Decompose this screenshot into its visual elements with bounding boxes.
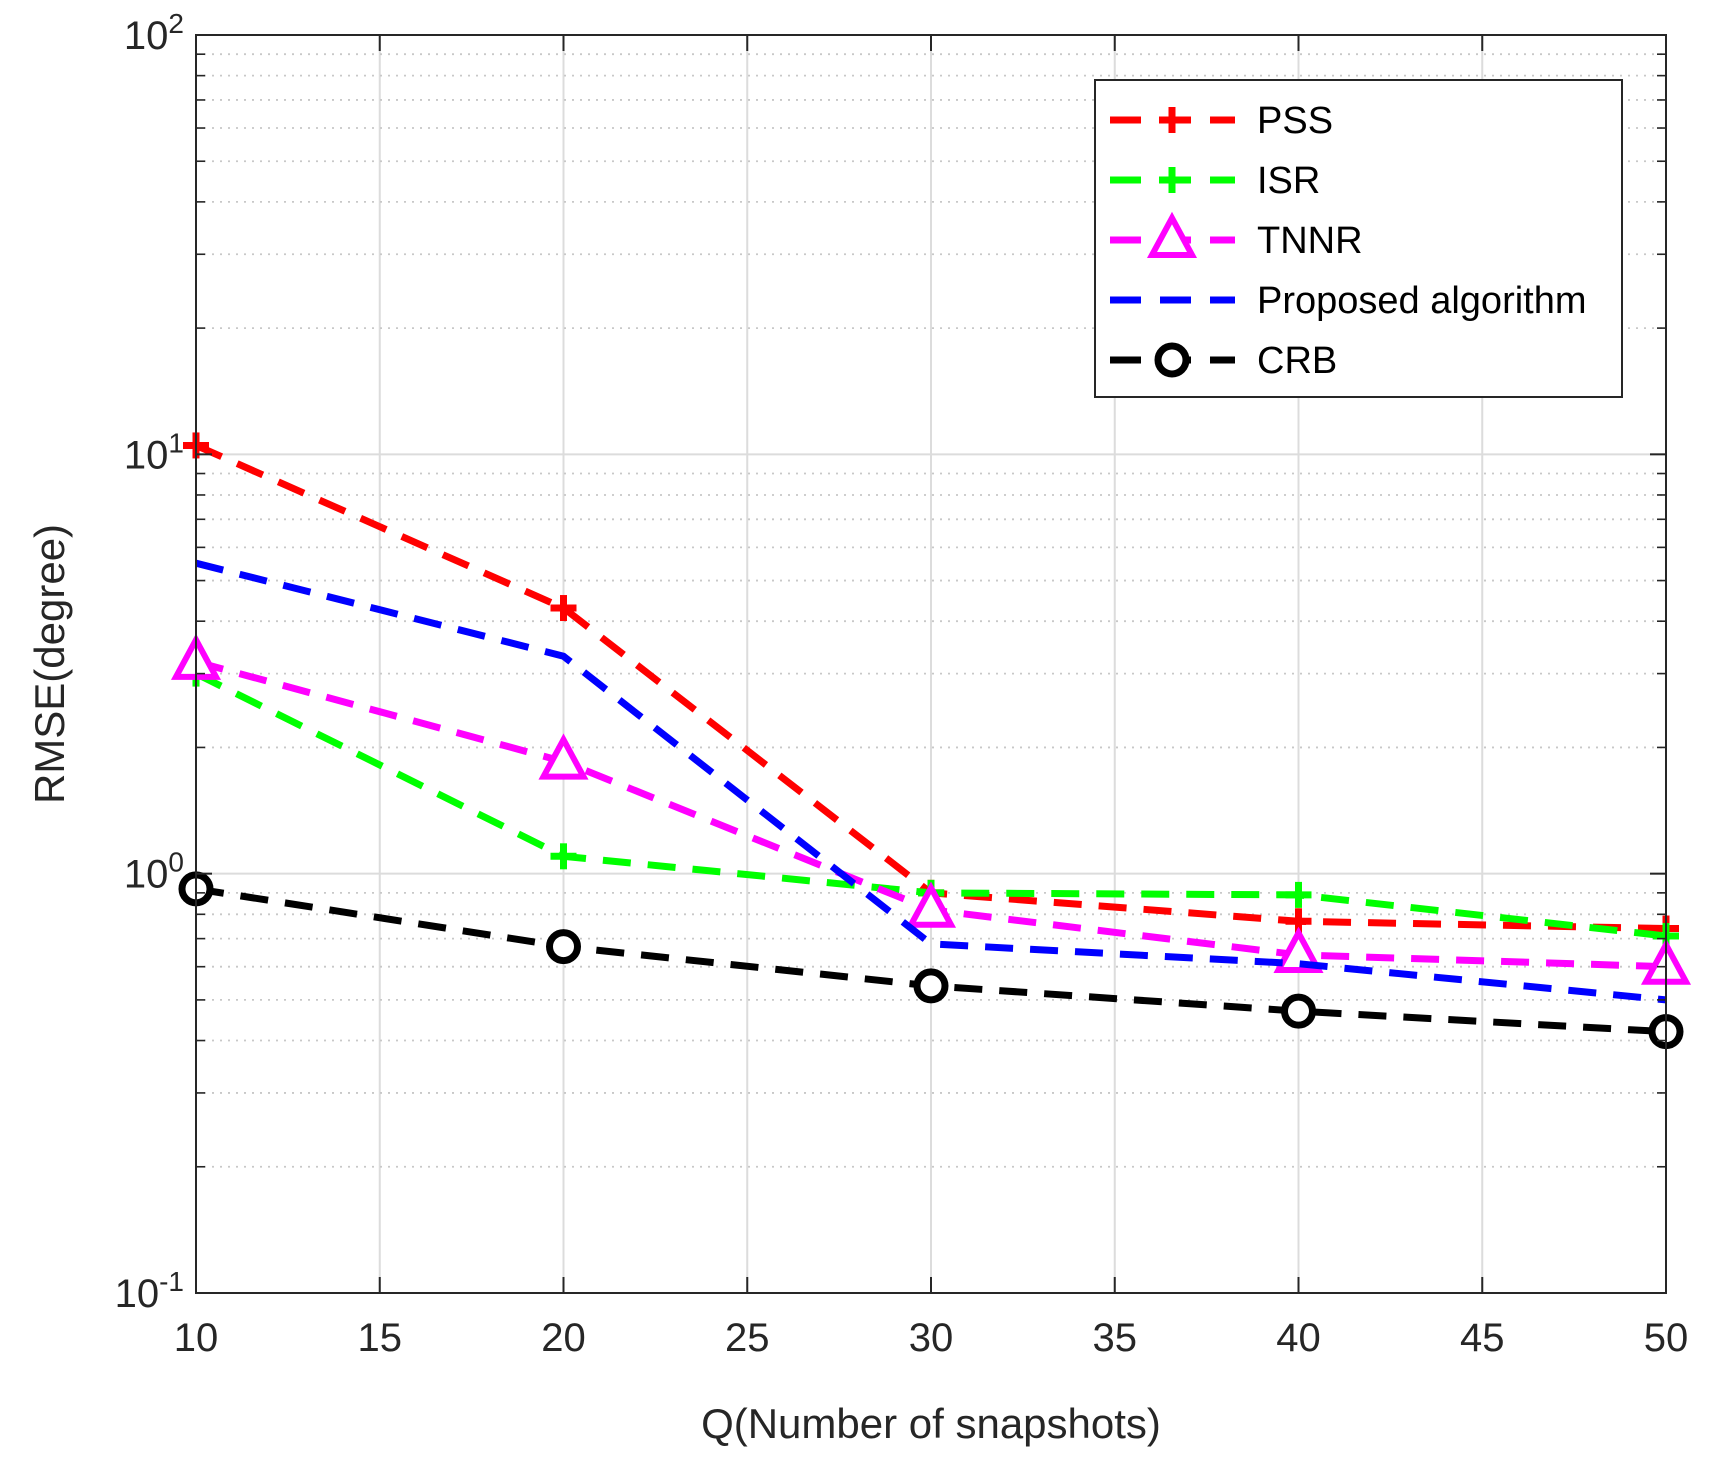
y-tick-label: 101 [124,427,184,477]
x-tick-label: 50 [1644,1316,1689,1360]
y-tick-label: 102 [124,8,184,58]
legend-item-crb: CRB [1110,340,1337,382]
legend-label-crb: CRB [1257,340,1337,382]
x-tick-label: 20 [541,1316,586,1360]
x-tick-label: 30 [909,1316,954,1360]
legend-marker-crb [1154,342,1190,378]
x-tick-label: 10 [174,1316,219,1360]
series-layer [170,432,1692,1050]
data-point-isr [1285,881,1312,908]
data-point-tnnr [905,881,957,928]
legend-label-tnnr: TNNR [1257,220,1363,262]
tick-marks [195,35,1667,1294]
legend-label-isr: ISR [1257,160,1320,202]
legend-item-pss: PSS [1110,100,1333,142]
x-axis-label: Q(Number of snapshots) [701,1400,1161,1447]
data-point-crb [913,968,949,1004]
legend: PSS ISR TNNR Proposed algorithm CRB [1094,79,1623,398]
data-point-pss [550,595,577,622]
series-line-proposed-algorithm [195,559,1667,1004]
x-tick-label: 15 [358,1316,403,1360]
x-tick-label: 35 [1093,1316,1138,1360]
data-point-isr [550,843,577,870]
data-point-crb [546,929,581,965]
legend-item-proposed-algorithm: Proposed algorithm [1110,280,1587,322]
data-point-tnnr [1273,926,1324,973]
x-tick-label: 40 [1276,1316,1321,1360]
legend-marker-isr [1159,167,1185,193]
legend-marker-tnnr [1146,211,1198,258]
legend-item-isr: ISR [1110,160,1320,202]
y-axis-label: RMSE(degree) [26,524,73,804]
legend-marker-pss [1159,107,1185,133]
y-tick-label: 100 [124,847,184,897]
legend-label-proposed-algorithm: Proposed algorithm [1257,280,1587,322]
y-tick-labels: 10-1 100 101 102 [115,8,184,1316]
data-point-tnnr [538,733,589,780]
legend-item-tnnr: TNNR [1110,211,1363,262]
y-tick-label: 10-1 [115,1266,184,1316]
data-point-crb [1281,993,1316,1029]
legend-label-pss: PSS [1257,100,1333,142]
x-tick-label: 25 [725,1316,770,1360]
x-tick-labels: 10 15 20 25 30 35 40 45 50 [174,1316,1689,1360]
x-tick-label: 45 [1460,1316,1505,1360]
